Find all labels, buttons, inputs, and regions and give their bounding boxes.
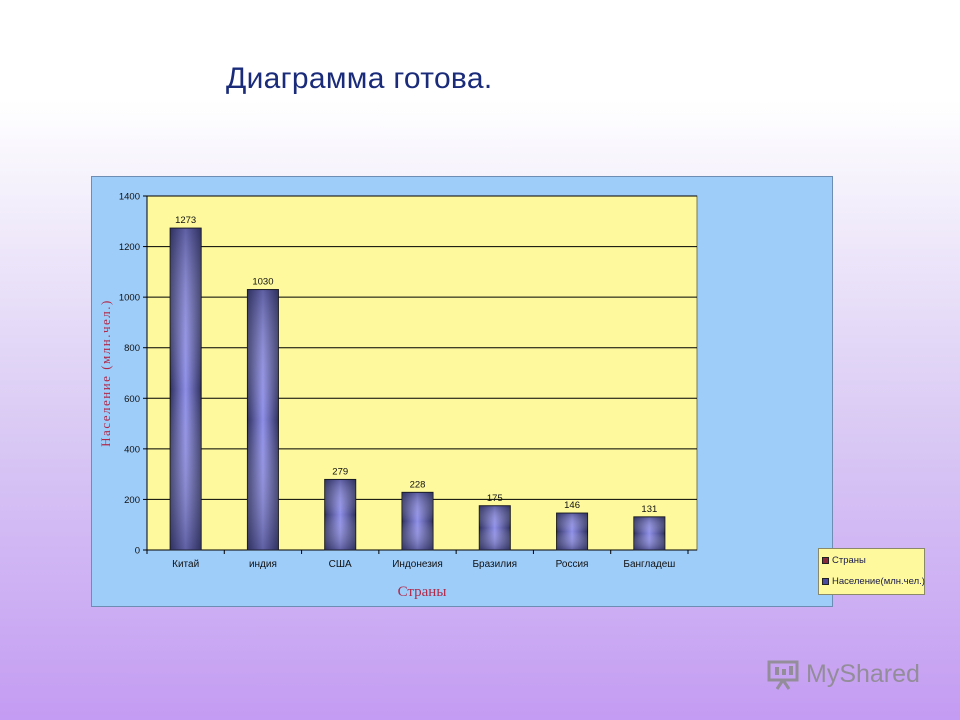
chart-legend: Страны Население(млн.чел.)	[818, 548, 925, 595]
y-tick-label: 600	[124, 394, 140, 405]
legend-label-population: Население(млн.чел.)	[832, 576, 925, 587]
y-tick-label: 1200	[119, 242, 140, 253]
bar-shading	[479, 505, 511, 550]
data-label: 1273	[175, 215, 196, 226]
watermark: MyShared	[766, 654, 920, 694]
data-label: 279	[332, 466, 348, 477]
y-tick-label: 800	[124, 343, 140, 354]
x-tick-label: США	[329, 559, 352, 570]
legend-swatch-countries	[822, 557, 829, 564]
legend-item-countries: Страны	[822, 555, 866, 566]
slide-title: Диаграмма готова.	[226, 62, 493, 95]
x-tick-label: Россия	[556, 559, 589, 570]
presentation-icon	[767, 660, 799, 690]
x-tick-label: Индонезия	[392, 559, 443, 570]
y-tick-label: 0	[135, 546, 140, 557]
legend-item-population: Население(млн.чел.)	[822, 576, 925, 587]
y-tick-label: 200	[124, 495, 140, 506]
x-tick-label: Бангладеш	[623, 559, 675, 570]
y-tick-label: 1000	[119, 293, 140, 304]
legend-label-countries: Страны	[832, 555, 866, 566]
y-axis-title: Население (млн.чел.)	[98, 299, 113, 447]
x-tick-label: Китай	[172, 559, 199, 570]
x-tick-label: Бразилия	[472, 559, 517, 570]
x-axis-title: Страны	[398, 584, 447, 600]
bar-shading	[247, 289, 279, 550]
data-label: 146	[564, 500, 580, 511]
legend-swatch-population	[822, 578, 829, 585]
data-label: 175	[487, 493, 503, 504]
watermark-text: MyShared	[806, 659, 920, 688]
plot-area	[146, 195, 698, 551]
bar-shading	[556, 513, 588, 550]
y-tick-label: 1400	[119, 192, 140, 203]
bar-shading	[402, 492, 433, 550]
data-label: 1030	[252, 277, 273, 288]
data-label: 228	[410, 479, 426, 490]
y-tick-label: 400	[124, 444, 140, 455]
x-tick-label: индия	[249, 559, 277, 570]
bar-shading	[633, 516, 665, 550]
bar-chart: 0 200 400 600 800 1000 1200 1400 1273 Китай 1030 ин…	[98, 192, 698, 600]
data-label: 131	[641, 504, 657, 515]
chart-frame: 0 200 400 600 800 1000 1200 1400 1273 Китай 1030 ин…	[91, 176, 925, 607]
bar-shading	[170, 228, 202, 550]
bar-shading	[324, 479, 356, 550]
